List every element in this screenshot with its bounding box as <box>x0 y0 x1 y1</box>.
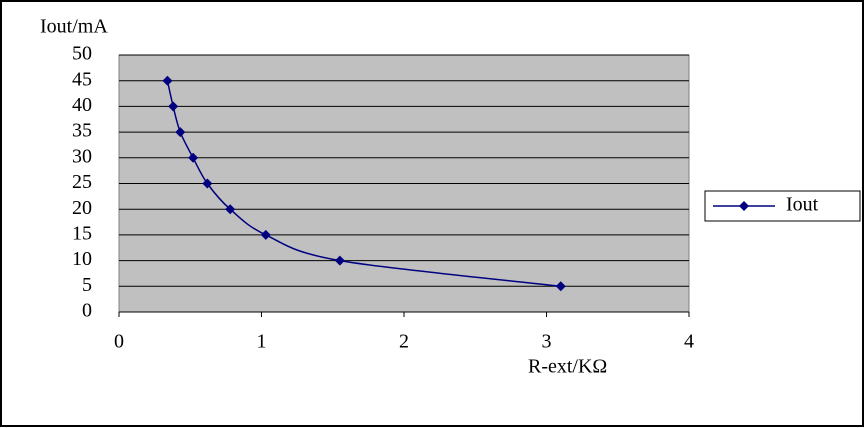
legend-marker <box>739 201 749 211</box>
legend-label: Iout <box>786 194 819 216</box>
y-tick-label: 20 <box>72 197 92 219</box>
y-tick-label: 40 <box>72 94 92 116</box>
data-point <box>175 127 186 138</box>
y-tick-label: 30 <box>72 145 92 167</box>
x-tick-label: 1 <box>257 331 267 353</box>
y-tick-label: 15 <box>72 222 92 244</box>
y-tick-label: 50 <box>72 43 92 65</box>
y-tick-label: 5 <box>82 274 92 296</box>
y-tick-label: 0 <box>82 300 92 322</box>
data-point <box>334 255 345 266</box>
y-tick-label: 25 <box>72 171 92 193</box>
x-axis-label: R-ext/KΩ <box>528 356 607 378</box>
y-tick-label: 45 <box>72 68 92 90</box>
y-axis-label: Iout/mA <box>40 16 108 38</box>
x-tick-label: 4 <box>684 331 694 353</box>
data-point <box>168 101 179 112</box>
series-line <box>166 80 561 288</box>
data-point <box>225 204 236 215</box>
data-point <box>260 229 271 240</box>
y-tick-label: 10 <box>72 248 92 270</box>
x-tick-label: 2 <box>399 331 409 353</box>
y-tick-label: 35 <box>72 120 92 142</box>
data-point <box>188 152 199 163</box>
x-tick-label: 3 <box>542 331 552 353</box>
data-point <box>162 75 173 86</box>
data-point <box>202 178 213 189</box>
x-tick-label: 0 <box>114 331 124 353</box>
data-point <box>555 281 566 292</box>
